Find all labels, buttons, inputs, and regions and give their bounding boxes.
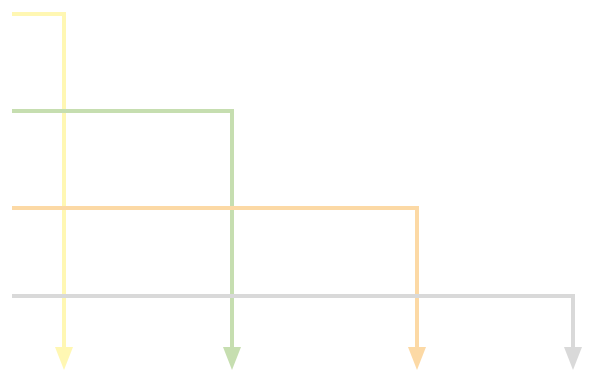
green-connector <box>12 109 241 370</box>
yellow-connector-line <box>12 12 66 350</box>
green-connector-line <box>12 109 234 350</box>
orange-connector-arrowhead <box>408 347 426 370</box>
connector-layer <box>12 12 582 370</box>
gray-connector-arrowhead <box>564 347 582 370</box>
yellow-connector <box>12 12 73 370</box>
gray-connector <box>12 294 582 370</box>
yellow-connector-arrowhead <box>55 347 73 370</box>
green-connector-arrowhead <box>223 347 241 370</box>
orange-connector <box>12 206 426 370</box>
orange-connector-line <box>12 206 419 350</box>
gray-connector-line <box>12 294 575 350</box>
